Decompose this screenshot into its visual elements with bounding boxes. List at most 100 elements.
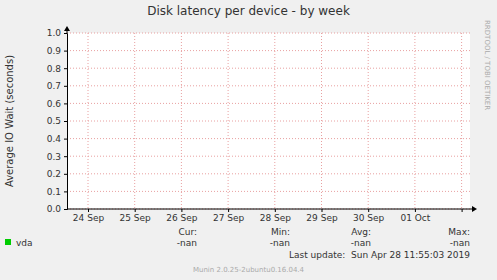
x-tick-mark <box>322 209 323 212</box>
y-tick-mark <box>64 103 67 104</box>
plot-area <box>67 33 470 209</box>
x-tick-mark <box>462 209 463 212</box>
y-axis-extension <box>67 30 68 33</box>
y-axis: 0.0 0.1 0.2 0.3 0.4 0.5 0.6 0.7 0.8 0.9 1.0 <box>47 28 68 214</box>
grid-line-y <box>67 191 470 192</box>
y-tick: 0.3 <box>47 152 67 162</box>
x-axis-extension <box>470 209 473 210</box>
x-tick: 28 Sep <box>260 209 292 223</box>
y-tick-label: 0.3 <box>47 152 61 162</box>
x-tick-mark <box>368 209 369 212</box>
y-tick-label: 0.6 <box>47 99 62 109</box>
grid-line-x <box>134 33 135 209</box>
background <box>0 0 497 280</box>
grid <box>67 33 470 209</box>
y-tick-label: 1.0 <box>47 28 62 38</box>
x-tick: 27 Sep <box>213 209 245 223</box>
y-tick-label: 0.7 <box>47 81 61 91</box>
y-tick: 0.1 <box>47 187 67 197</box>
y-tick: 0.2 <box>47 169 67 179</box>
grid-line-y <box>67 103 470 104</box>
x-tick: 29 Sep <box>306 209 338 223</box>
y-tick-label: 0.9 <box>47 46 62 56</box>
x-tick-label: 28 Sep <box>260 213 292 223</box>
legend-stat: -nan <box>351 238 371 248</box>
y-axis-line <box>64 34 68 210</box>
y-tick: 0.6 <box>47 99 67 109</box>
grid-line-x <box>274 33 275 209</box>
y-tick-mark <box>64 68 67 69</box>
x-tick-label: 26 Sep <box>166 213 198 223</box>
legend-header: Cur: <box>178 227 197 237</box>
chart: Disk latency per device - by week0.00.10… <box>0 0 497 280</box>
x-axis-line <box>67 209 470 210</box>
grid-line-x <box>228 33 229 209</box>
watermark: RRDTOOL / TOBI OETIKER <box>483 20 491 110</box>
grid-line-y <box>67 121 470 122</box>
y-tick-mark <box>64 174 67 175</box>
legend-label: vda <box>16 238 33 248</box>
y-tick: 0.5 <box>47 116 67 126</box>
x-tick-label: 24 Sep <box>73 213 105 223</box>
y-tick-label: 0.0 <box>47 204 62 214</box>
x-tick-mark <box>415 209 416 212</box>
x-tick-label: 25 Sep <box>120 213 152 223</box>
y-tick: 1.0 <box>47 28 67 38</box>
y-axis-title: Average IO Wait (seconds) <box>4 55 15 187</box>
grid-line-x <box>461 33 462 209</box>
y-tick-label: 0.5 <box>47 116 61 126</box>
y-tick: 0.8 <box>47 64 67 74</box>
grid-line-y <box>67 68 470 69</box>
grid-line-y <box>67 50 470 51</box>
y-tick-mark <box>64 209 67 210</box>
x-tick: 30 Sep <box>353 209 385 223</box>
legend-stat: -nan <box>450 238 470 248</box>
x-tick <box>462 209 463 212</box>
legend-header: Max: <box>448 227 470 237</box>
grid-line-y <box>67 209 470 210</box>
y-tick-mark <box>64 51 67 52</box>
title: Disk latency per device - by week <box>147 4 350 18</box>
y-tick: 0.7 <box>47 81 67 91</box>
y-tick: 0.9 <box>47 46 67 56</box>
grid-line-y <box>67 85 470 86</box>
grid-line-y <box>67 156 470 157</box>
y-tick-mark <box>64 156 67 157</box>
grid-line-x <box>321 33 322 209</box>
grid-line-x <box>88 33 89 209</box>
x-tick-mark <box>88 209 89 212</box>
x-tick-mark <box>228 209 229 212</box>
y-tick-mark <box>64 33 67 34</box>
y-tick: 0.4 <box>47 134 67 144</box>
y-tick-label: 0.4 <box>47 134 62 144</box>
x-tick: 26 Sep <box>166 209 198 223</box>
legend-swatch <box>5 239 11 245</box>
x-tick: 25 Sep <box>120 209 152 223</box>
last-update: Last update: Sun Apr 28 11:55:03 2019 <box>289 250 470 260</box>
x-axis: 24 Sep 25 Sep 26 Sep 27 Sep 28 Sep 29 Sep 30 S… <box>67 209 470 223</box>
legend-stat: -nan <box>177 238 197 248</box>
x-tick-label: 27 Sep <box>213 213 245 223</box>
legend-header: Avg: <box>351 227 371 237</box>
x-tick-mark <box>275 209 276 212</box>
credit: Munin 2.0.25-2ubuntu0.16.04.4 <box>193 266 305 274</box>
y-tick-label: 0.8 <box>47 64 62 74</box>
grid-line-y <box>67 138 470 139</box>
x-tick-mark <box>135 209 136 212</box>
x-tick-label: 30 Sep <box>353 213 385 223</box>
x-tick-mark <box>181 209 182 212</box>
x-tick-label: 01 Oct <box>400 213 430 223</box>
y-tick-label: 0.2 <box>47 169 61 179</box>
grid-line-y <box>67 173 470 174</box>
grid-line-x <box>368 33 369 209</box>
y-tick-mark <box>64 139 67 140</box>
y-tick: 0.0 <box>47 204 67 214</box>
grid-line-x <box>181 33 182 209</box>
x-tick: 24 Sep <box>73 209 105 223</box>
grid-line-x <box>414 33 415 209</box>
grid-line-y <box>67 33 470 34</box>
y-tick-label: 0.1 <box>47 187 61 197</box>
x-tick: 01 Oct <box>400 209 430 223</box>
y-tick-mark <box>64 121 67 122</box>
y-tick-mark <box>64 86 67 87</box>
